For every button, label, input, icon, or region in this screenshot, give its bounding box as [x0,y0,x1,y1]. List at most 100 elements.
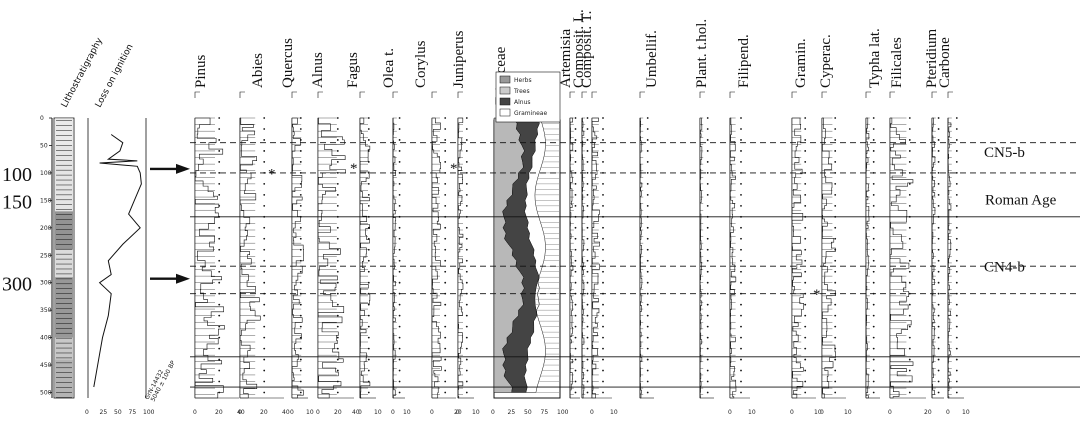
taxon-dot [398,237,401,240]
taxon-dot [299,358,302,361]
taxon-dot [955,226,958,229]
taxon-dot [367,336,370,339]
taxon-dot [646,391,649,394]
taxon-title: Abies [250,53,266,88]
taxon-tick-label: 0 [316,409,320,416]
taxon-dot [299,303,302,306]
taxon-title: Corylus [413,40,429,88]
taxon-dot [908,237,911,240]
taxon-tick-label: 0 [728,409,732,416]
taxon-dot [299,369,302,372]
taxon-dot [834,347,837,350]
taxon-dot [602,150,604,152]
zone-panel: CN5-b Roman Age CN4-b * * * * [190,142,1080,388]
taxon-dot [955,347,958,350]
taxon-dot [218,226,221,229]
taxon-dot [955,128,958,130]
taxon-dot [465,172,468,174]
taxon-dot [937,150,940,152]
taxon-header-bracket [194,91,200,98]
taxon-dot [465,139,468,141]
taxon-dot [602,369,604,372]
taxon-dot [299,314,302,317]
taxon-dot [465,248,468,251]
taxon-curve [947,117,952,399]
taxon-dot [740,347,742,350]
taxon-dot [398,182,401,185]
taxon-dot [706,193,709,196]
taxon-dot [444,325,447,328]
taxon-dot [908,391,911,394]
taxon-header-bracket [239,91,245,98]
taxon-dot [367,325,370,328]
taxon-dot [955,314,958,317]
taxon-dot [574,303,577,306]
taxon-dot [804,369,807,372]
taxon-dot [586,259,589,262]
taxon-dot [872,117,875,119]
taxon-dot [218,314,221,317]
taxon-title: Composit. T. [579,11,595,88]
taxon-dot [367,369,370,372]
taxon-dot [444,161,447,163]
taxon-dot [465,259,468,262]
taxon-dot [263,226,266,229]
taxon-dot [398,226,401,229]
taxon-curve [699,117,703,399]
taxon-dot [367,139,370,141]
loi-tick-label: 0 [85,409,89,416]
taxon-dot [398,380,401,383]
taxon-dot [955,172,958,174]
taxon-curve [931,117,936,399]
asterisk-marker: * [813,287,821,303]
taxon-dot [398,161,401,163]
taxon-dot [574,226,577,229]
taxon-dot [398,369,401,372]
taxon-dot [937,347,940,350]
taxon-dot [706,391,709,394]
taxon-dot [263,336,266,339]
taxon-dot [602,325,604,328]
taxon-dot [586,248,589,251]
taxon-tick-label: 0 [290,409,294,416]
taxon-dot [872,358,875,361]
summary-panel: Herbs Trees Alnus Gramineae 0 25 50 75 100 [491,71,569,416]
legend-swatch [499,75,511,84]
taxon-dot [646,161,649,163]
taxon-dot [574,117,577,119]
taxon-dot [574,281,577,284]
taxon-dot [740,325,742,328]
taxon-dot [937,336,940,339]
taxon-dot [218,369,221,372]
taxon-dot [706,172,709,174]
taxon-tick-label: 0 [430,409,434,416]
taxon-dot [263,128,266,130]
taxon-dot [263,281,266,284]
taxon-dot [706,128,709,130]
taxon-dot [398,248,401,251]
taxon-dot [574,314,577,317]
taxon-dot [834,369,837,372]
taxon-dot [646,325,649,328]
taxon-dot [706,150,709,152]
taxon-dot [706,358,709,361]
taxon-dot [908,161,911,163]
taxon-title: Juniperus [451,30,467,88]
taxon-dot [602,248,604,251]
taxon-dot [574,369,577,372]
taxon-dot [834,336,837,339]
taxon-dot [367,150,370,152]
taxon-dot [574,380,577,383]
taxon-dot [646,172,649,174]
taxon-dot [804,325,807,328]
taxon-dot [908,336,911,339]
taxon-dot [465,281,468,284]
taxon-dot [465,182,468,185]
taxon-dot [444,150,447,152]
summary-tick-label: 50 [524,409,532,416]
taxon-dot [398,259,401,262]
taxon-dot [299,347,302,350]
taxon-dot [586,380,589,383]
litho-layer [55,249,73,278]
